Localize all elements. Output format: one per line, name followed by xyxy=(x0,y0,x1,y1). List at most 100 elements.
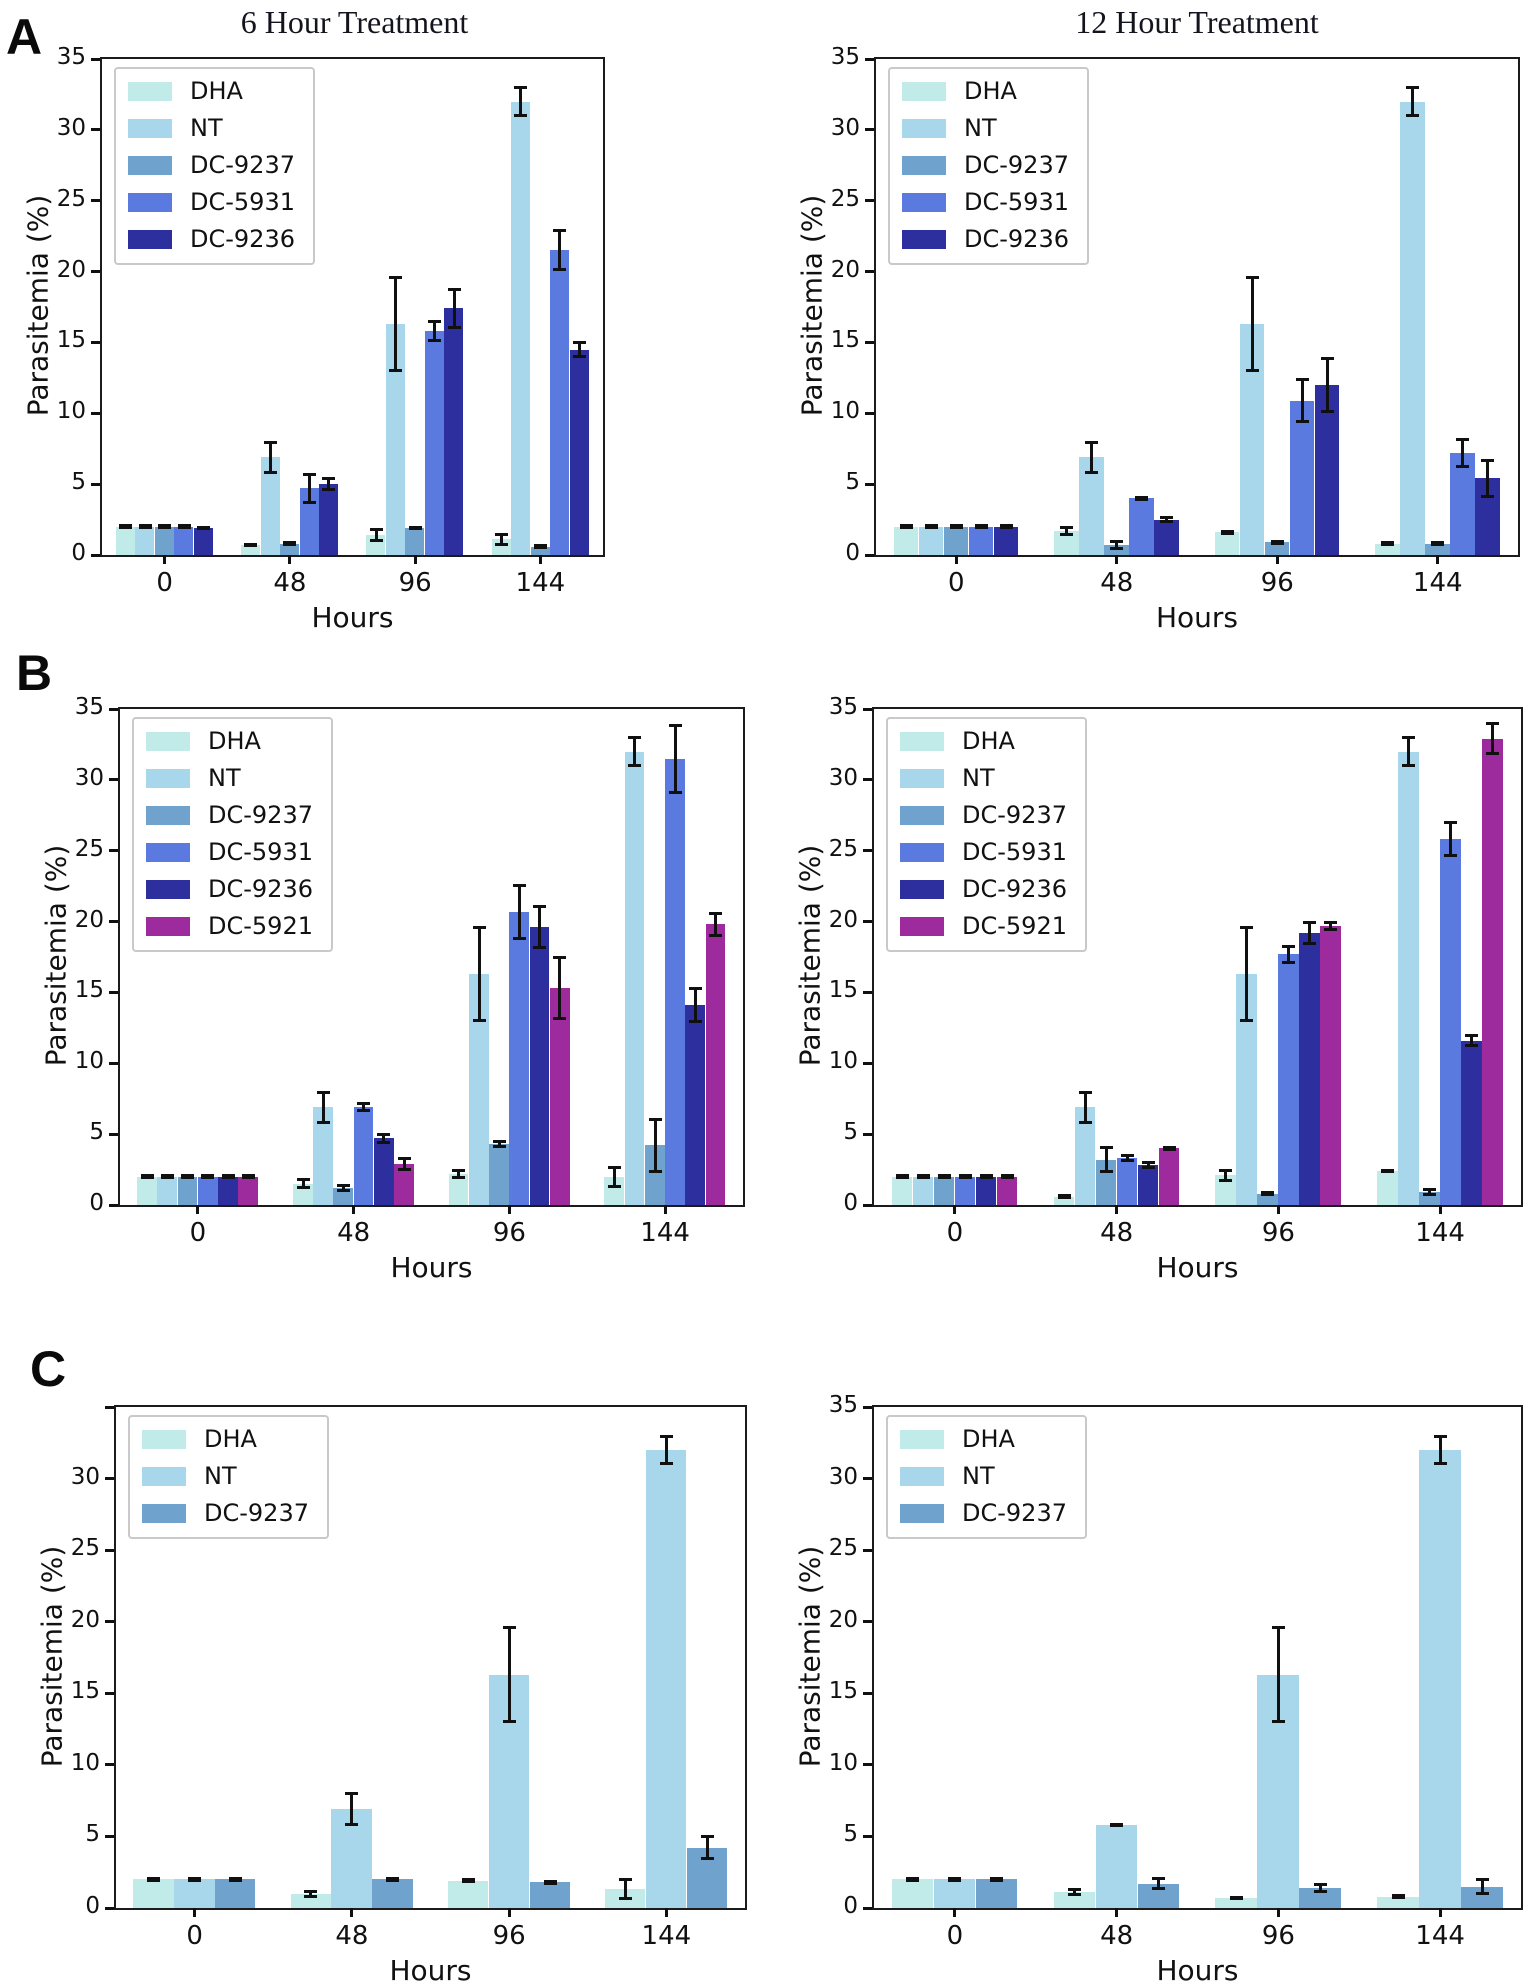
legend-label-NT: NT xyxy=(962,1462,995,1490)
y-tick xyxy=(109,1203,118,1207)
error-cap-bottom xyxy=(1433,1462,1447,1466)
legend-item-DC-9237: DC-9237 xyxy=(142,1499,309,1527)
x-tick-label: 48 xyxy=(1100,1218,1134,1248)
error-bar-DHA-48h xyxy=(1065,526,1069,536)
error-cap-bottom xyxy=(958,1176,972,1180)
legend-swatch-DC-9237 xyxy=(128,155,172,175)
y-tick xyxy=(863,1620,872,1624)
y-tick xyxy=(863,1061,872,1065)
y-tick xyxy=(91,270,100,274)
y-tick-label: 15 xyxy=(74,977,104,1004)
y-tick xyxy=(863,1834,872,1838)
x-tick xyxy=(1115,555,1119,564)
bar-DC-5931-144h xyxy=(1450,452,1475,555)
legend-item-DHA: DHA xyxy=(900,1425,1067,1453)
bar-DC-5931-144h xyxy=(1440,839,1461,1205)
legend-swatch-DC-9236 xyxy=(146,879,190,899)
bar-DC-5931-0h xyxy=(174,526,194,555)
bar-NT-144h xyxy=(645,1449,687,1908)
y-tick xyxy=(91,411,100,415)
error-cap-top xyxy=(181,1174,195,1178)
y-tick xyxy=(109,707,118,711)
bar-DC-9237-0h xyxy=(215,1879,256,1908)
y-tick xyxy=(109,849,118,853)
error-cap-top xyxy=(263,440,277,444)
error-cap-top xyxy=(1444,821,1458,825)
error-cap-bottom xyxy=(1271,1719,1285,1723)
error-cap-bottom xyxy=(1475,1891,1489,1895)
error-cap-bottom xyxy=(244,544,258,548)
y-tick-label: 20 xyxy=(70,1606,100,1633)
bar-DC-9236-96h xyxy=(444,308,464,555)
y-tick-label: 20 xyxy=(828,1606,858,1633)
error-bar-DHA-48h xyxy=(309,1890,313,1897)
error-bar-DC-5921-144h xyxy=(1491,723,1495,755)
x-tick xyxy=(1438,1908,1442,1917)
y-tick-label: 10 xyxy=(74,1048,104,1075)
error-cap-top xyxy=(974,524,988,528)
y-tick xyxy=(105,1620,114,1624)
error-bar-DC-9237-48h xyxy=(1157,1877,1161,1890)
error-cap-top xyxy=(1320,357,1334,361)
error-cap-bottom xyxy=(1099,1170,1113,1174)
bar-DC-5921-0h xyxy=(238,1176,259,1205)
bar-NT-0h xyxy=(157,1176,178,1205)
error-cap-bottom xyxy=(1481,494,1495,498)
error-cap-top xyxy=(895,1174,909,1178)
error-cap-bottom xyxy=(648,1170,662,1174)
y-tick xyxy=(863,778,872,782)
error-cap-bottom xyxy=(1406,113,1420,117)
error-cap-top xyxy=(386,1876,400,1880)
y-tick xyxy=(863,1691,872,1695)
y-tick xyxy=(863,1203,872,1207)
error-bar-DC-9236-96h xyxy=(1325,358,1329,412)
error-bar-DC-5931-48h xyxy=(1125,1155,1129,1162)
error-cap-bottom xyxy=(895,1176,909,1180)
x-tick xyxy=(507,1908,511,1917)
error-cap-bottom xyxy=(1402,763,1416,767)
error-bar-DC-9236-48h xyxy=(382,1134,386,1143)
error-cap-top xyxy=(514,86,528,90)
error-cap-bottom xyxy=(494,543,508,547)
error-cap-bottom xyxy=(283,543,297,547)
error-bar-DC-5931-144h xyxy=(1449,822,1453,857)
error-bar-DC-5931-48h xyxy=(307,474,311,503)
error-cap-top xyxy=(1486,722,1500,726)
error-cap-bottom xyxy=(1423,1193,1437,1197)
bar-DC-9237-0h xyxy=(975,1879,1018,1908)
bar-NT-144h xyxy=(1398,751,1419,1205)
error-cap-bottom xyxy=(472,1018,486,1022)
bar-DC-9237-144h xyxy=(1425,543,1450,555)
error-cap-top xyxy=(1282,944,1296,948)
y-tick-label: 20 xyxy=(828,906,858,933)
y-tick-label: 0 xyxy=(71,540,86,566)
legend-swatch-NT xyxy=(128,118,172,138)
error-cap-bottom xyxy=(377,1140,391,1144)
error-cap-top xyxy=(140,1174,154,1178)
error-cap-top xyxy=(553,229,567,233)
error-cap-bottom xyxy=(447,326,461,330)
error-bar-NT-144h xyxy=(633,737,637,766)
error-cap-bottom xyxy=(408,527,422,531)
error-cap-top xyxy=(316,1090,330,1094)
error-cap-top xyxy=(618,1878,632,1882)
y-tick xyxy=(863,1906,872,1910)
error-cap-top xyxy=(628,736,642,740)
error-cap-bottom xyxy=(1381,543,1395,547)
y-tick-label: 15 xyxy=(830,327,860,354)
error-cap-bottom xyxy=(1381,1170,1395,1174)
error-cap-top xyxy=(296,1178,310,1182)
legend-swatch-DC-9237 xyxy=(900,805,944,825)
error-cap-bottom xyxy=(492,1144,506,1148)
error-cap-top xyxy=(461,1878,475,1882)
error-bar-DC-9236-144h xyxy=(1470,1034,1474,1047)
error-cap-bottom xyxy=(533,545,547,549)
error-bar-NT-144h xyxy=(1407,737,1411,766)
x-axis-label: Hours xyxy=(1156,1251,1239,1284)
error-bar-DC-5921-48h xyxy=(402,1158,406,1170)
error-cap-top xyxy=(1110,1822,1124,1826)
legend-swatch-DC-9236 xyxy=(900,879,944,899)
bar-NT-48h xyxy=(260,457,280,555)
legend-panel-B-12-hour: DHA NT DC-9237 DC-5931 DC-9236 DC-5921 xyxy=(886,717,1087,952)
error-cap-bottom xyxy=(337,1188,350,1192)
